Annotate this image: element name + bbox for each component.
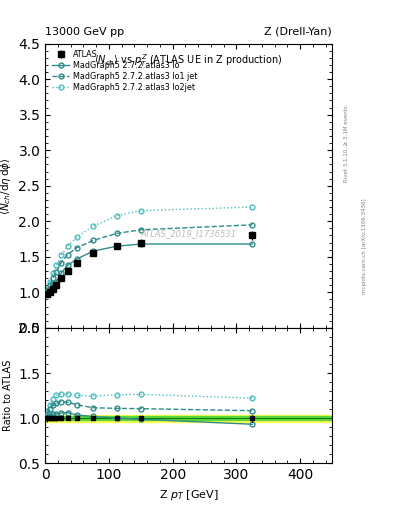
MadGraph5 2.7.2.atlas3 lo1 jet [91,238,95,244]
MadGraph5 2.7.2.atlas3 lo [138,241,143,247]
Legend: ATLAS, MadGraph5 2.7.2.atlas3 lo, MadGraph5 2.7.2.atlas3 lo1 jet, MadGraph5 2.7.: ATLAS, MadGraph5 2.7.2.atlas3 lo, MadGra… [49,48,199,94]
MadGraph5 2.7.2.atlas3 lo [65,262,70,268]
MadGraph5 2.7.2.atlas3 lo [91,248,95,254]
Text: ATLAS_2019_I1736531: ATLAS_2019_I1736531 [141,229,237,239]
MadGraph5 2.7.2.atlas3 lo1 jet [59,260,64,266]
MadGraph5 2.7.2.atlas3 lo2jet [59,252,64,259]
Line: MadGraph5 2.7.2.atlas3 lo2jet: MadGraph5 2.7.2.atlas3 lo2jet [44,205,255,291]
MadGraph5 2.7.2.atlas3 lo2jet [75,234,79,240]
MadGraph5 2.7.2.atlas3 lo2jet [51,270,55,276]
MadGraph5 2.7.2.atlas3 lo2jet [250,204,255,210]
MadGraph5 2.7.2.atlas3 lo [115,243,119,249]
MadGraph5 2.7.2.atlas3 lo [44,290,49,296]
MadGraph5 2.7.2.atlas3 lo1 jet [138,227,143,233]
MadGraph5 2.7.2.atlas3 lo [48,287,52,293]
Text: $\langle N_{ch}\rangle$ vs $p_T^Z$ (ATLAS UE in Z production): $\langle N_{ch}\rangle$ vs $p_T^Z$ (ATLA… [94,52,283,69]
MadGraph5 2.7.2.atlas3 lo2jet [54,262,59,268]
MadGraph5 2.7.2.atlas3 lo [54,279,59,285]
MadGraph5 2.7.2.atlas3 lo2jet [48,279,52,285]
Text: Z (Drell-Yan): Z (Drell-Yan) [264,27,332,37]
MadGraph5 2.7.2.atlas3 lo2jet [65,243,70,249]
MadGraph5 2.7.2.atlas3 lo1 jet [44,288,49,294]
MadGraph5 2.7.2.atlas3 lo1 jet [51,275,55,281]
MadGraph5 2.7.2.atlas3 lo1 jet [75,245,79,251]
MadGraph5 2.7.2.atlas3 lo1 jet [54,269,59,275]
Line: MadGraph5 2.7.2.atlas3 lo1 jet: MadGraph5 2.7.2.atlas3 lo1 jet [44,222,255,293]
Text: Rivet 3.1.10, ≥ 3.1M events: Rivet 3.1.10, ≥ 3.1M events [344,105,349,182]
Text: 13000 GeV pp: 13000 GeV pp [45,27,124,37]
Y-axis label: $\langle N_{ch}/\mathrm{d}\eta\,\mathrm{d}\phi\rangle$: $\langle N_{ch}/\mathrm{d}\eta\,\mathrm{… [0,157,13,215]
X-axis label: Z $p_T$ [GeV]: Z $p_T$ [GeV] [159,488,219,502]
MadGraph5 2.7.2.atlas3 lo2jet [91,223,95,229]
MadGraph5 2.7.2.atlas3 lo [75,256,79,262]
MadGraph5 2.7.2.atlas3 lo [59,270,64,276]
MadGraph5 2.7.2.atlas3 lo1 jet [115,230,119,237]
MadGraph5 2.7.2.atlas3 lo2jet [115,212,119,219]
MadGraph5 2.7.2.atlas3 lo1 jet [250,222,255,228]
MadGraph5 2.7.2.atlas3 lo1 jet [48,282,52,288]
Line: MadGraph5 2.7.2.atlas3 lo: MadGraph5 2.7.2.atlas3 lo [44,242,255,295]
MadGraph5 2.7.2.atlas3 lo2jet [138,207,143,214]
MadGraph5 2.7.2.atlas3 lo1 jet [65,251,70,258]
MadGraph5 2.7.2.atlas3 lo2jet [44,286,49,292]
Text: mcplots.cern.ch [arXiv:1306.3436]: mcplots.cern.ch [arXiv:1306.3436] [362,198,367,293]
MadGraph5 2.7.2.atlas3 lo [250,241,255,247]
Y-axis label: Ratio to ATLAS: Ratio to ATLAS [3,360,13,431]
MadGraph5 2.7.2.atlas3 lo [51,282,55,288]
